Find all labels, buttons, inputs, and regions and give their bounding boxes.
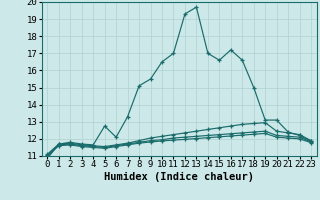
X-axis label: Humidex (Indice chaleur): Humidex (Indice chaleur) — [104, 172, 254, 182]
